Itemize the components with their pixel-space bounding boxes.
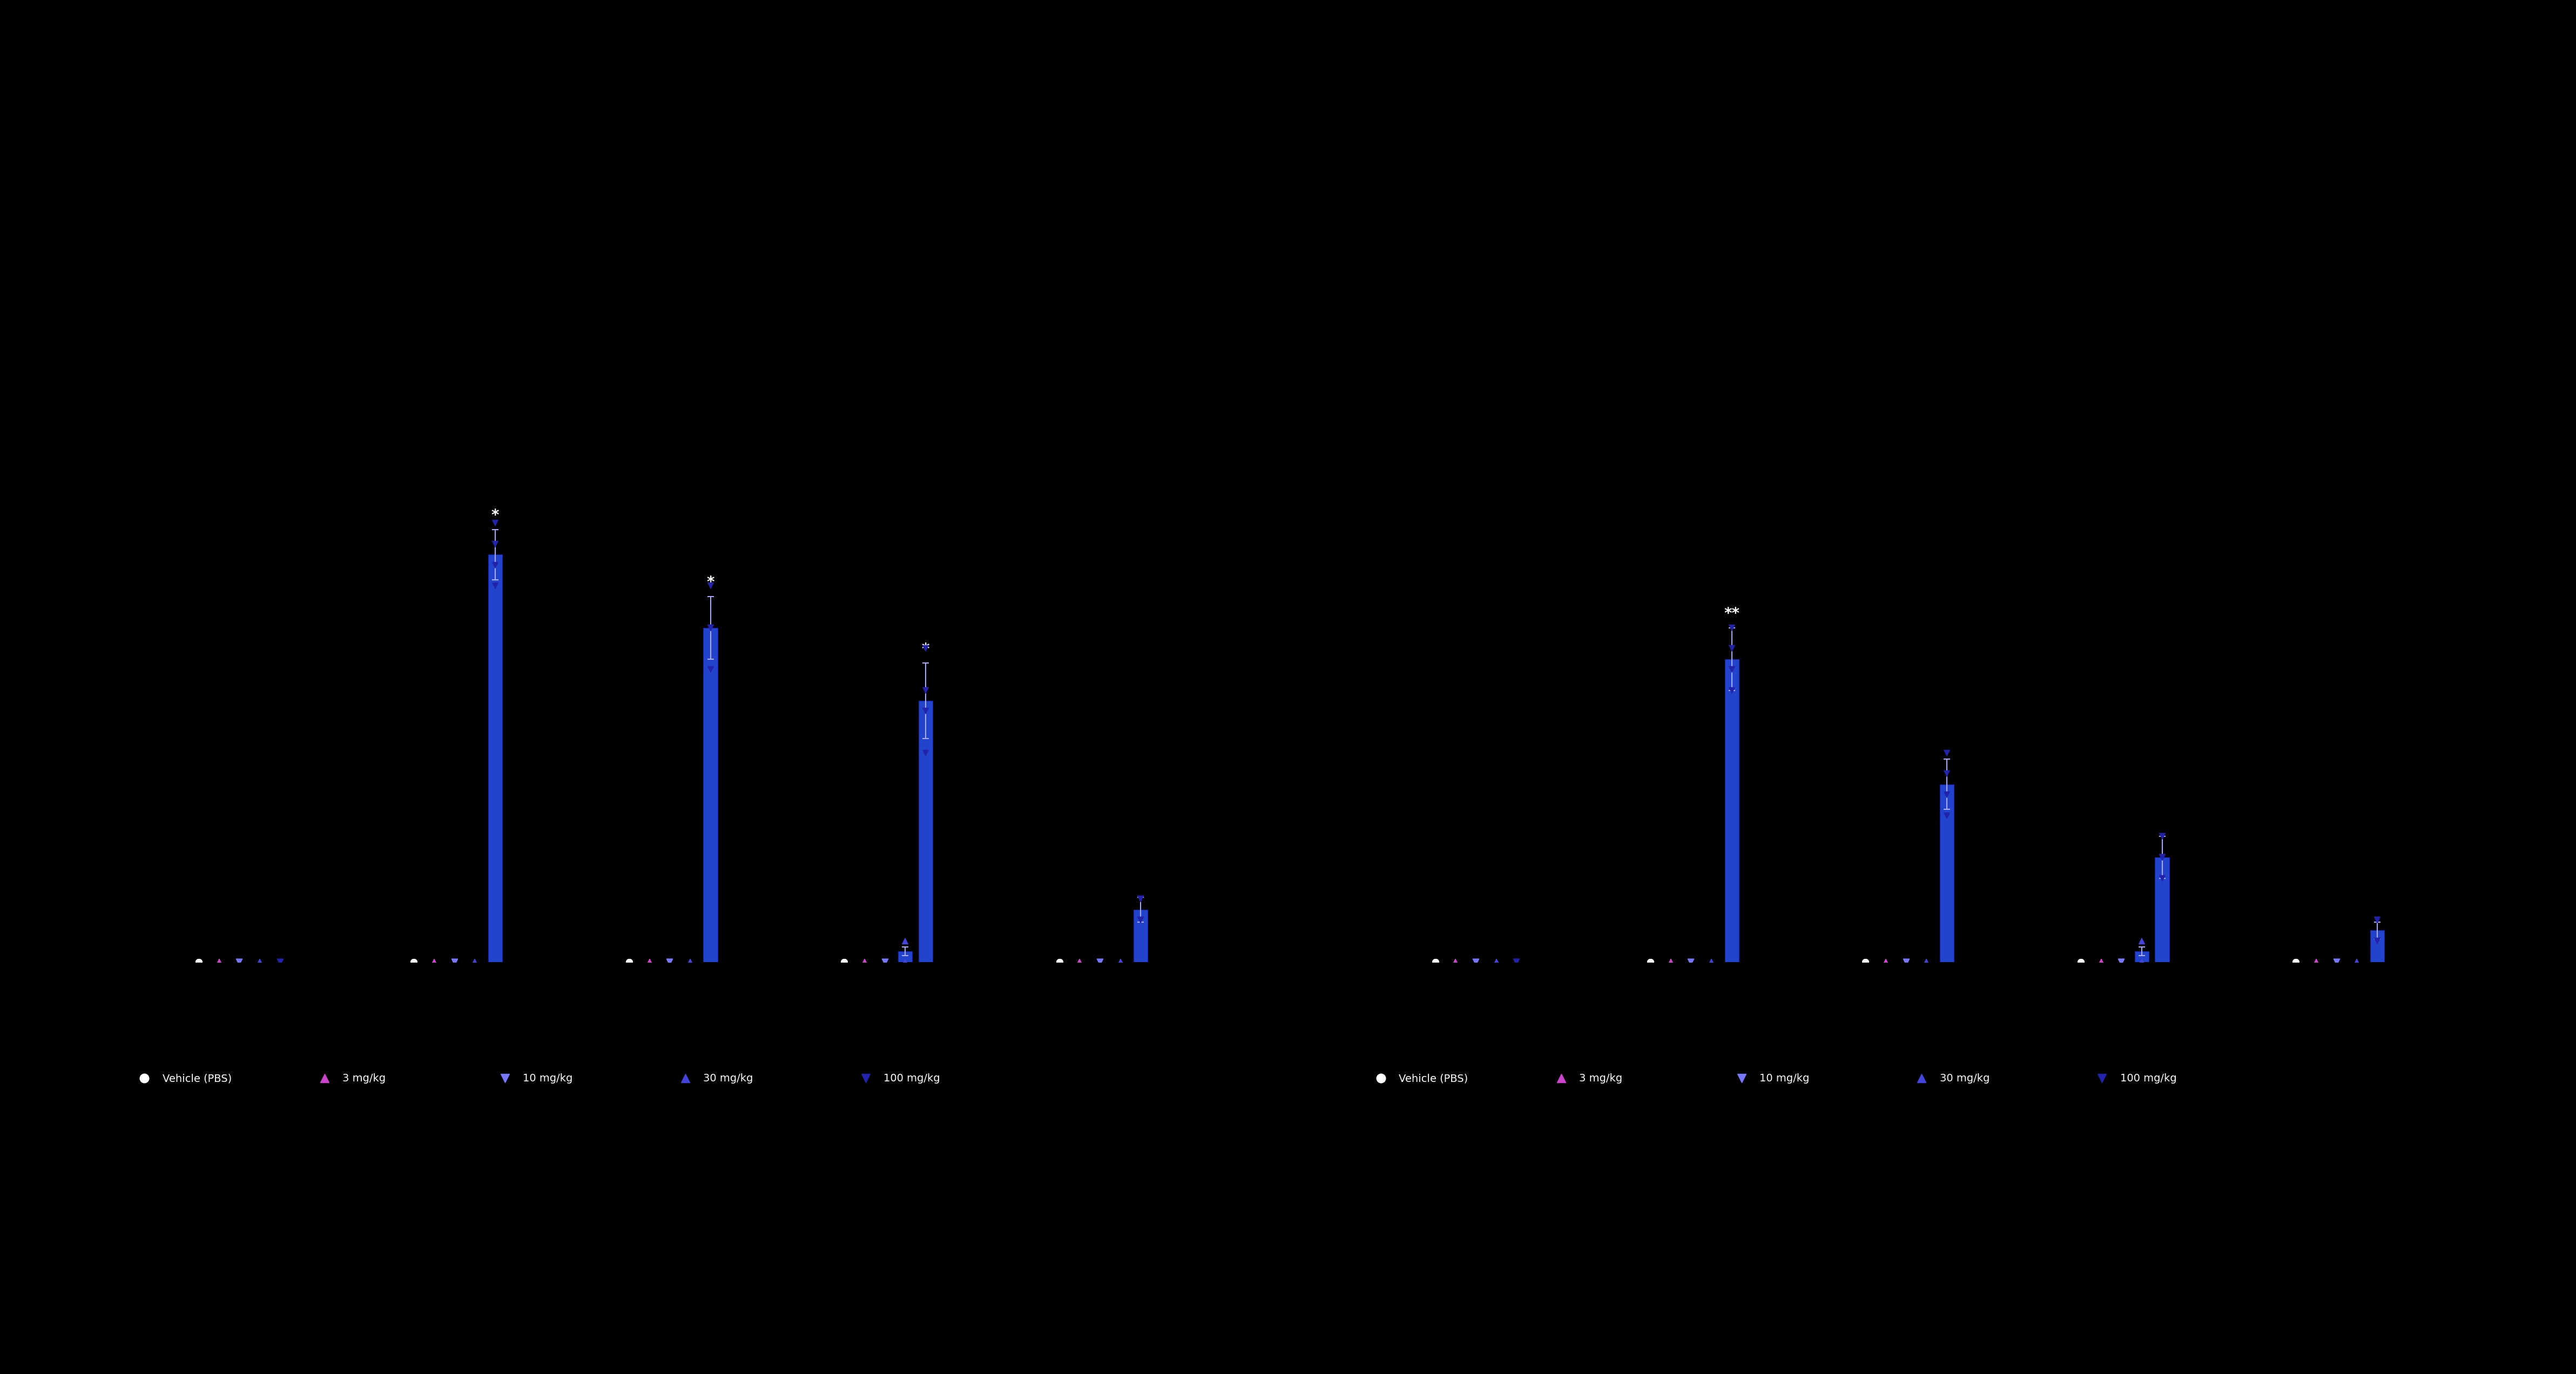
Bar: [2136, 951, 2148, 962]
Text: 10 mg/kg: 10 mg/kg: [1759, 1073, 1808, 1084]
Text: 100 mg/kg: 100 mg/kg: [2120, 1073, 2177, 1084]
Bar: [2156, 857, 2169, 962]
Text: 3 mg/kg: 3 mg/kg: [1579, 1073, 1623, 1084]
Text: *: *: [706, 574, 714, 589]
Text: 30 mg/kg: 30 mg/kg: [1940, 1073, 1989, 1084]
Text: 10 mg/kg: 10 mg/kg: [523, 1073, 572, 1084]
Text: *: *: [492, 508, 500, 523]
Bar: [1940, 785, 1955, 962]
Text: 100 mg/kg: 100 mg/kg: [884, 1073, 940, 1084]
Bar: [1726, 660, 1739, 962]
Bar: [899, 951, 912, 962]
Bar: [2370, 930, 2385, 962]
Text: *: *: [922, 642, 930, 657]
Bar: [1133, 910, 1149, 962]
Text: 30 mg/kg: 30 mg/kg: [703, 1073, 752, 1084]
Text: Vehicle (PBS): Vehicle (PBS): [1399, 1073, 1468, 1084]
Bar: [489, 555, 502, 962]
Bar: [703, 628, 719, 962]
Text: 3 mg/kg: 3 mg/kg: [343, 1073, 386, 1084]
Bar: [920, 701, 933, 962]
Text: Vehicle (PBS): Vehicle (PBS): [162, 1073, 232, 1084]
Text: **: **: [1723, 606, 1739, 621]
